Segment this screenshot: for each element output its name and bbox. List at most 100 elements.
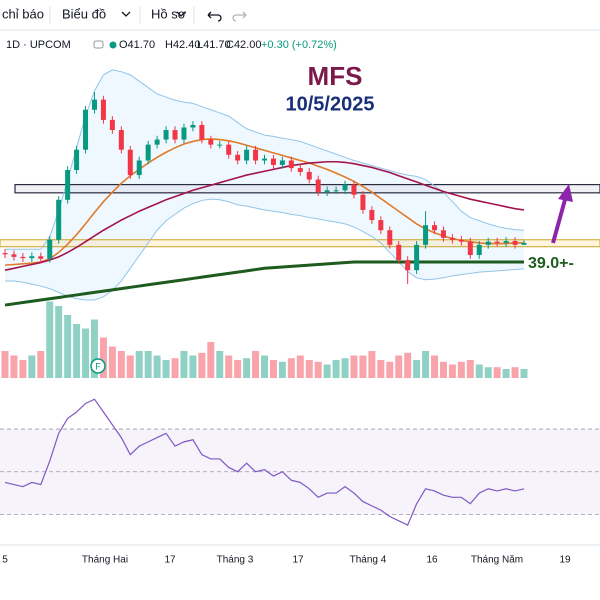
chart-subtitle: 10/5/2025 bbox=[286, 93, 375, 115]
candle-body bbox=[262, 158, 267, 161]
volume-bar bbox=[99, 337, 107, 378]
candle-body bbox=[172, 130, 178, 140]
volume-bar bbox=[350, 355, 358, 378]
rsi-band bbox=[0, 429, 600, 515]
candle-body bbox=[226, 144, 232, 155]
rsi-line bbox=[4, 398, 525, 526]
candle-body bbox=[253, 149, 259, 161]
arrow bbox=[551, 184, 573, 244]
indicator-line bbox=[4, 138, 524, 266]
volume-bar bbox=[55, 306, 63, 378]
volume-bar bbox=[269, 360, 277, 378]
volume-bar bbox=[252, 351, 260, 378]
candle-body bbox=[279, 160, 285, 165]
legend: 1D · UPCOM O41.70 H42.40 L41.70 C42.00 +… bbox=[6, 39, 337, 51]
high: H42.40 bbox=[165, 39, 200, 51]
candle-body bbox=[485, 241, 491, 245]
candle-body bbox=[387, 230, 393, 245]
candle-body bbox=[145, 144, 151, 161]
candle-body bbox=[154, 139, 160, 145]
candle-body bbox=[244, 149, 250, 161]
x-tick-label: Tháng 3 bbox=[217, 555, 254, 566]
legend-icon bbox=[93, 40, 104, 49]
volume-bar bbox=[108, 346, 116, 378]
candle-body bbox=[199, 124, 205, 140]
volume-bar bbox=[305, 360, 313, 378]
x-tick-label: 19 bbox=[559, 555, 571, 566]
candle-body bbox=[521, 242, 527, 245]
candle-body bbox=[100, 99, 106, 120]
volume-bar bbox=[162, 360, 170, 378]
volume-bar bbox=[431, 355, 439, 378]
volume-bar bbox=[135, 351, 143, 378]
redo-button[interactable] bbox=[232, 11, 247, 22]
candle-body bbox=[109, 119, 115, 131]
x-tick-label: 5 bbox=[2, 555, 8, 566]
x-tick-label: Tháng 4 bbox=[350, 555, 387, 566]
indicator-line bbox=[4, 260, 524, 307]
close: C42.00 bbox=[226, 39, 261, 51]
candle-body bbox=[467, 241, 473, 255]
arrow-shaft bbox=[551, 195, 568, 244]
candle-body bbox=[458, 239, 464, 242]
volume-bar bbox=[511, 367, 519, 378]
candle-body bbox=[181, 127, 187, 140]
candle-body bbox=[83, 109, 89, 150]
candle-body bbox=[20, 256, 26, 259]
volume-bar bbox=[180, 351, 188, 378]
chart-menu[interactable]: Biểu đồ bbox=[62, 6, 106, 21]
volume-bar bbox=[296, 355, 304, 378]
volume-bar bbox=[189, 355, 197, 378]
candle-body bbox=[217, 144, 223, 146]
x-tick-label: 17 bbox=[164, 555, 176, 566]
volume-bar bbox=[90, 319, 98, 378]
volume-bar bbox=[82, 328, 90, 378]
volume-bar bbox=[64, 315, 72, 378]
volume-bar bbox=[314, 361, 322, 378]
volume-bar bbox=[377, 360, 385, 378]
volume-bar bbox=[261, 355, 268, 378]
volume-bar bbox=[484, 367, 492, 378]
volume-bar bbox=[332, 360, 340, 378]
x-axis: 5 Tháng Hai 17 Tháng 3 17 Tháng 4 16 Tháng Năm 1… bbox=[2, 555, 571, 566]
candle-body bbox=[11, 254, 17, 257]
indicator-line bbox=[4, 160, 525, 271]
candle-body bbox=[136, 160, 142, 176]
chart-title: MFS bbox=[308, 61, 363, 91]
indicators-button[interactable]: chỉ báo bbox=[2, 6, 44, 21]
indicator-line bbox=[5, 69, 525, 250]
open: O41.70 bbox=[119, 39, 155, 51]
candle-body bbox=[360, 194, 366, 210]
candle-body bbox=[118, 130, 124, 150]
candle-body bbox=[235, 154, 241, 161]
symbol: 1D · UPCOM bbox=[6, 39, 71, 51]
volume-bar bbox=[404, 352, 412, 378]
profile-menu[interactable]: Hồ sơ bbox=[151, 6, 187, 21]
candle-body bbox=[432, 225, 438, 231]
candle-body bbox=[56, 199, 62, 240]
volume-bar bbox=[216, 351, 224, 378]
x-tick-label: 17 bbox=[292, 555, 304, 566]
arrow-head bbox=[558, 184, 573, 202]
volume-bar bbox=[520, 369, 528, 378]
candle-body bbox=[190, 124, 196, 128]
candle-body bbox=[476, 244, 482, 255]
volume-bar bbox=[46, 301, 54, 378]
candle-body bbox=[440, 230, 446, 238]
candle-body bbox=[47, 239, 53, 259]
volume-bar bbox=[198, 352, 206, 378]
candle-body bbox=[208, 139, 214, 145]
x-tick-label: Tháng Năm bbox=[471, 555, 523, 566]
x-tick-label: Tháng Hai bbox=[82, 555, 128, 566]
volume-bar bbox=[341, 358, 349, 378]
candle-body bbox=[378, 220, 384, 231]
candle-body bbox=[369, 209, 375, 221]
candle-body bbox=[127, 149, 133, 176]
undo-button[interactable] bbox=[207, 11, 222, 22]
volume-bar bbox=[413, 360, 421, 378]
volume-bar bbox=[225, 355, 233, 378]
low: L41.70 bbox=[197, 39, 231, 51]
volume-bar bbox=[207, 342, 215, 378]
volume-bar bbox=[502, 369, 510, 378]
volume-bar bbox=[278, 361, 286, 378]
